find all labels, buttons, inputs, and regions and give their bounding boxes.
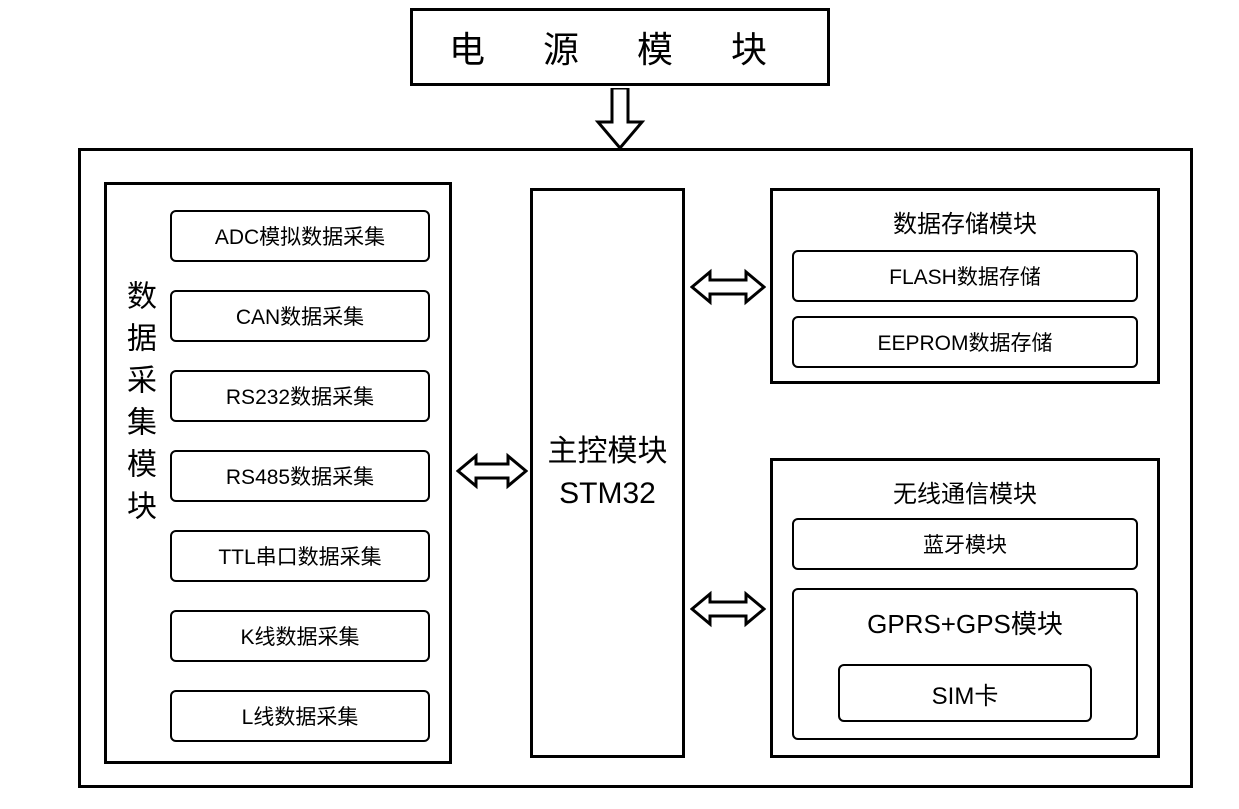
eeprom-item-label: EEPROM数据存储 (877, 327, 1052, 357)
rs232-item: RS232数据采集 (170, 370, 430, 422)
can-item-label: CAN数据采集 (236, 301, 364, 331)
main-control-box: 主控模块 STM32 (530, 188, 685, 758)
gprs-label: GPRS+GPS模块 (794, 604, 1136, 641)
eeprom-item: EEPROM数据存储 (792, 316, 1138, 368)
adc-item-label: ADC模拟数据采集 (215, 221, 385, 251)
lline-item: L线数据采集 (170, 690, 430, 742)
sim-item: SIM卡 (838, 664, 1092, 722)
arrow-down-icon (590, 88, 650, 150)
storage-title: 数据存储模块 (770, 204, 1160, 239)
wireless-title: 无线通信模块 (770, 474, 1160, 509)
kline-item-label: K线数据采集 (240, 621, 359, 651)
sim-item-label: SIM卡 (932, 676, 999, 711)
ttl-item: TTL串口数据采集 (170, 530, 430, 582)
bluetooth-item-label: 蓝牙模块 (923, 529, 1007, 559)
flash-item: FLASH数据存储 (792, 250, 1138, 302)
rs232-item-label: RS232数据采集 (226, 381, 374, 411)
data-acquisition-title: 数据采集模块 (116, 280, 160, 720)
arrow-left-icon (456, 450, 528, 492)
main-control-line1: 主控模块 (548, 431, 668, 473)
main-control-line2: STM32 (548, 473, 668, 515)
power-module-label: 电 源 模 块 (449, 21, 791, 73)
flash-item-label: FLASH数据存储 (889, 261, 1041, 291)
kline-item: K线数据采集 (170, 610, 430, 662)
arrow-wireless-icon (690, 588, 766, 630)
ttl-item-label: TTL串口数据采集 (218, 541, 381, 571)
adc-item: ADC模拟数据采集 (170, 210, 430, 262)
power-module-box: 电 源 模 块 (410, 8, 830, 86)
lline-item-label: L线数据采集 (242, 701, 359, 731)
rs485-item-label: RS485数据采集 (226, 461, 374, 491)
arrow-storage-icon (690, 266, 766, 308)
can-item: CAN数据采集 (170, 290, 430, 342)
main-control-label: 主控模块 STM32 (548, 431, 668, 515)
rs485-item: RS485数据采集 (170, 450, 430, 502)
bluetooth-item: 蓝牙模块 (792, 518, 1138, 570)
